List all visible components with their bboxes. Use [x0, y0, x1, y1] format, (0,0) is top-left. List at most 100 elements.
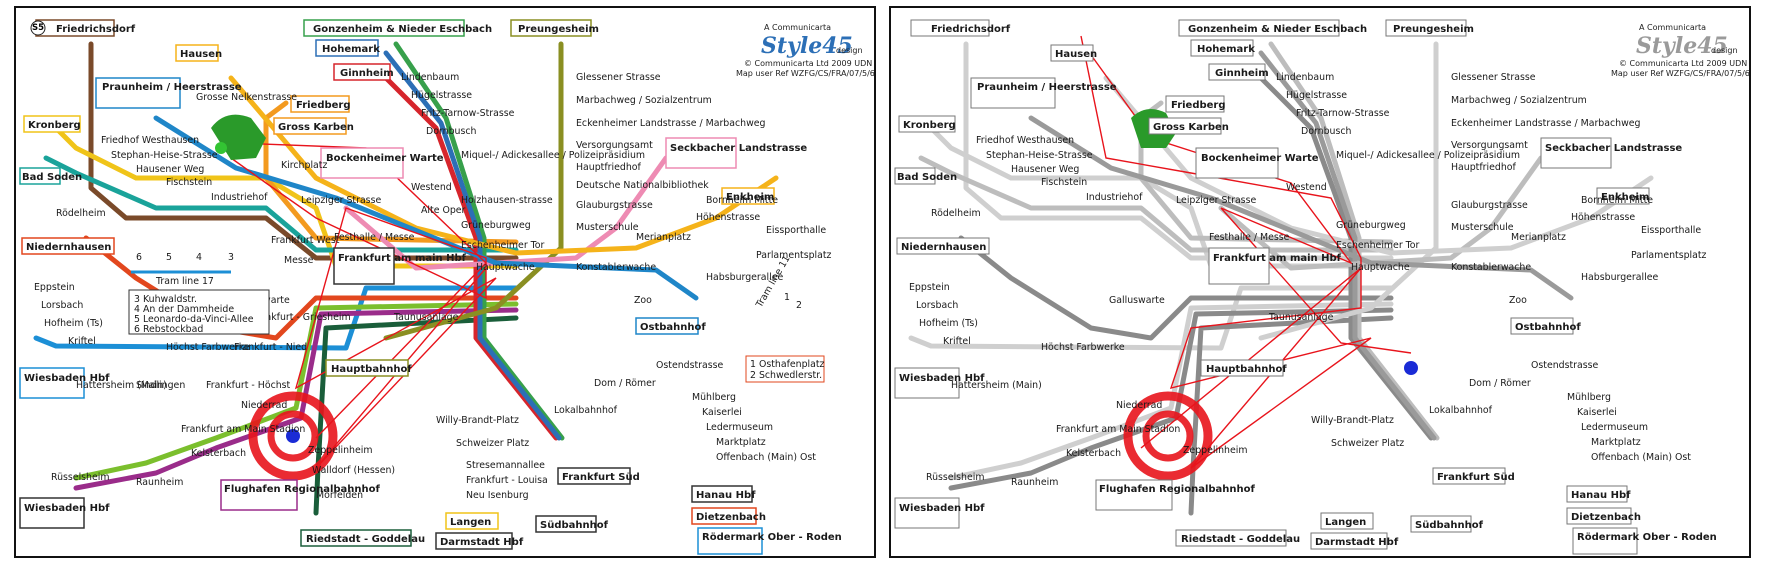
station-grosse-nelkenstrasse: Grosse Nelkenstrasse	[196, 92, 297, 103]
svg-text:Hausen: Hausen	[1055, 49, 1097, 60]
hohemark-label: Hohemark	[322, 44, 380, 55]
svg-text:Hauptwache: Hauptwache	[1351, 262, 1410, 273]
right-map-svg: Friedrichsdorf Gonzenheim & Nieder Eschb…	[894, 19, 1749, 555]
svg-text:Frankfurt Süd: Frankfurt Süd	[1437, 472, 1515, 483]
svg-text:Marktplatz: Marktplatz	[1591, 437, 1641, 448]
svg-text:Leipziger Strasse: Leipziger Strasse	[1176, 195, 1256, 206]
svg-text:Map user Ref WZFG/CS/FRA/07/5/: Map user Ref WZFG/CS/FRA/07/5/6	[1611, 69, 1749, 78]
left-map-panel: Friedrichsdorf S5 Gonzenheim & Nieder Es…	[14, 6, 876, 558]
darmstadt-label: Darmstadt Hbf	[440, 537, 524, 548]
transit-lines	[33, 41, 779, 516]
svg-text:5: 5	[166, 252, 172, 263]
svg-text:Eckenheimer Landstrasse / Marb: Eckenheimer Landstrasse / Marbachweg	[1451, 118, 1641, 129]
station-westend: Westend	[411, 182, 452, 193]
gross-karben-label: Gross Karben	[278, 122, 354, 133]
svg-text:Fischstein: Fischstein	[1041, 177, 1087, 188]
station-ostendstrasse: Ostendstrasse	[656, 360, 724, 371]
station-frankfurt-nied: Frankfurt - Nied	[234, 342, 307, 353]
ostbahnhof-label: Ostbahnhof	[640, 322, 706, 333]
svg-text:2: 2	[796, 300, 802, 311]
station-marktplatz: Marktplatz	[716, 437, 766, 448]
svg-text:Lokalbahnhof: Lokalbahnhof	[1429, 405, 1493, 416]
svg-text:Niederrad: Niederrad	[1116, 400, 1162, 411]
svg-text:© Communicarta Ltd 2009 UDN 4c: © Communicarta Ltd 2009 UDN 4c	[1619, 59, 1749, 68]
station-eckenheimer: Eckenheimer Landstrasse / Marbachweg	[576, 118, 766, 129]
svg-text:Style45: Style45	[1636, 33, 1728, 59]
station-lindenbaum: Lindenbaum	[401, 72, 459, 83]
station-holzhausen: Holzhausen-strasse	[461, 195, 553, 206]
svg-text:Südbahnhof: Südbahnhof	[1415, 520, 1484, 531]
station-hofheim: Hofheim (Ts)	[44, 318, 103, 329]
frankfurt-hbf-label: Frankfurt am main Hbf	[338, 253, 467, 264]
svg-text:5 Leonardo-da-Vinci-Allee: 5 Leonardo-da-Vinci-Allee	[134, 314, 254, 325]
station-schweizer-platz: Schweizer Platz	[456, 438, 529, 449]
svg-text:4 An der Dammheide: 4 An der Dammheide	[134, 304, 234, 315]
station-habsburgerallee: Habsburgerallee	[706, 272, 784, 283]
svg-text:Offenbach (Main) Ost: Offenbach (Main) Ost	[1591, 452, 1691, 463]
svg-text:Ledermuseum: Ledermuseum	[1581, 422, 1648, 433]
svg-text:Raunheim: Raunheim	[1011, 477, 1058, 488]
svg-text:2 Schwedlerstr.: 2 Schwedlerstr.	[750, 370, 822, 381]
station-moerfelden: Mörfelden	[316, 490, 363, 501]
station-stadion: Frankfurt am Main Stadion	[181, 424, 305, 435]
station-fischstein: Fischstein	[166, 177, 212, 188]
seckbacher-label: Seckbacher Landstrasse	[670, 143, 807, 154]
svg-text:Frankfurt am main Hbf: Frankfurt am main Hbf	[1213, 253, 1342, 264]
svg-text:Glauburgstrasse: Glauburgstrasse	[1451, 200, 1528, 211]
station-bornheim-mitte: Bornheim Mitte	[706, 195, 778, 206]
svg-text:Taunusanlage: Taunusanlage	[1268, 312, 1334, 323]
svg-text:Zoo: Zoo	[1509, 295, 1527, 306]
svg-text:design: design	[836, 46, 863, 55]
svg-text:Ostbahnhof: Ostbahnhof	[1515, 322, 1581, 333]
svg-text:Friedberg: Friedberg	[1171, 100, 1226, 111]
svg-text:Kelsterbach: Kelsterbach	[1066, 448, 1121, 459]
station-zeppelinheim: Zeppelinheim	[308, 445, 372, 456]
station-kaiserlei: Kaiserlei	[702, 407, 742, 418]
svg-text:Friedhof Westhausen: Friedhof Westhausen	[976, 135, 1074, 146]
svg-text:Map user Ref WZFG/CS/FRA/07/5/: Map user Ref WZFG/CS/FRA/07/5/6	[736, 69, 874, 78]
bad-soden-label: Bad Soden	[22, 172, 82, 183]
praunheim-label: Praunheim / Heerstrasse	[102, 82, 242, 93]
svg-text:Versorgungsamt: Versorgungsamt	[1451, 140, 1528, 151]
line-u2	[393, 41, 565, 441]
station-kelsterbach: Kelsterbach	[191, 448, 246, 459]
svg-text:Darmstadt Hbf: Darmstadt Hbf	[1315, 537, 1399, 548]
terminal-labels: Friedrichsdorf S5 Gonzenheim & Nieder Es…	[19, 19, 842, 555]
svg-text:Rüsselsheim: Rüsselsheim	[926, 472, 985, 483]
station-huegelstrasse: Hügelstrasse	[411, 90, 472, 101]
kronberg-label: Kronberg	[28, 120, 81, 131]
right-map-panel: Friedrichsdorf Gonzenheim & Nieder Eschb…	[889, 6, 1751, 558]
line-u6	[153, 115, 699, 301]
svg-text:Lindenbaum: Lindenbaum	[1276, 72, 1334, 83]
station-niederrad: Niederrad	[241, 400, 287, 411]
station-hauptwache: Hauptwache	[476, 262, 535, 273]
station-frankfurt-hoechst: Frankfurt - Höchst	[206, 380, 291, 391]
svg-text:Kriftel: Kriftel	[943, 336, 971, 347]
station-kirchplatz: Kirchplatz	[281, 160, 327, 171]
line-u3	[383, 50, 562, 441]
svg-text:Praunheim / Heerstrasse: Praunheim / Heerstrasse	[977, 82, 1117, 93]
enkheim-label: Enkheim	[726, 192, 774, 203]
station-industriehof: Industriehof	[211, 192, 268, 203]
svg-text:Willy-Brandt-Platz: Willy-Brandt-Platz	[1311, 415, 1394, 426]
station-offenbach-ost: Offenbach (Main) Ost	[716, 452, 816, 463]
svg-text:4: 4	[196, 252, 202, 263]
svg-text:Hauptbahnhof: Hauptbahnhof	[1206, 364, 1287, 375]
hausen-label: Hausen	[180, 49, 222, 60]
station-hauptfriedhof: Hauptfriedhof	[576, 162, 642, 173]
svg-text:Bad Soden: Bad Soden	[897, 172, 957, 183]
station-merianplatz: Merianplatz	[636, 232, 691, 243]
credits: A Communicarta Style45 design © Communic…	[736, 23, 874, 78]
left-map-svg: Friedrichsdorf S5 Gonzenheim & Nieder Es…	[19, 19, 874, 555]
station-dornbusch: Dornbusch	[426, 126, 477, 137]
dietzenbach-label: Dietzenbach	[696, 512, 766, 523]
svg-text:Hausener Weg: Hausener Weg	[1011, 164, 1079, 175]
line-s1	[33, 285, 519, 351]
station-miquel: Miquel-/ Adickesallee / Polizeipräsidium	[461, 150, 645, 161]
station-glessener: Glessener Strasse	[576, 72, 661, 83]
station-hoehenstrasse: Höhenstrasse	[696, 212, 760, 223]
svg-text:Hauptfriedhof: Hauptfriedhof	[1451, 162, 1517, 173]
svg-text:Parlamentsplatz: Parlamentsplatz	[1631, 250, 1707, 261]
svg-text:Tram line 17: Tram line 17	[155, 276, 214, 287]
station-labels-right: Friedhof Westhausen Stephan-Heise-Strass…	[909, 72, 1707, 488]
